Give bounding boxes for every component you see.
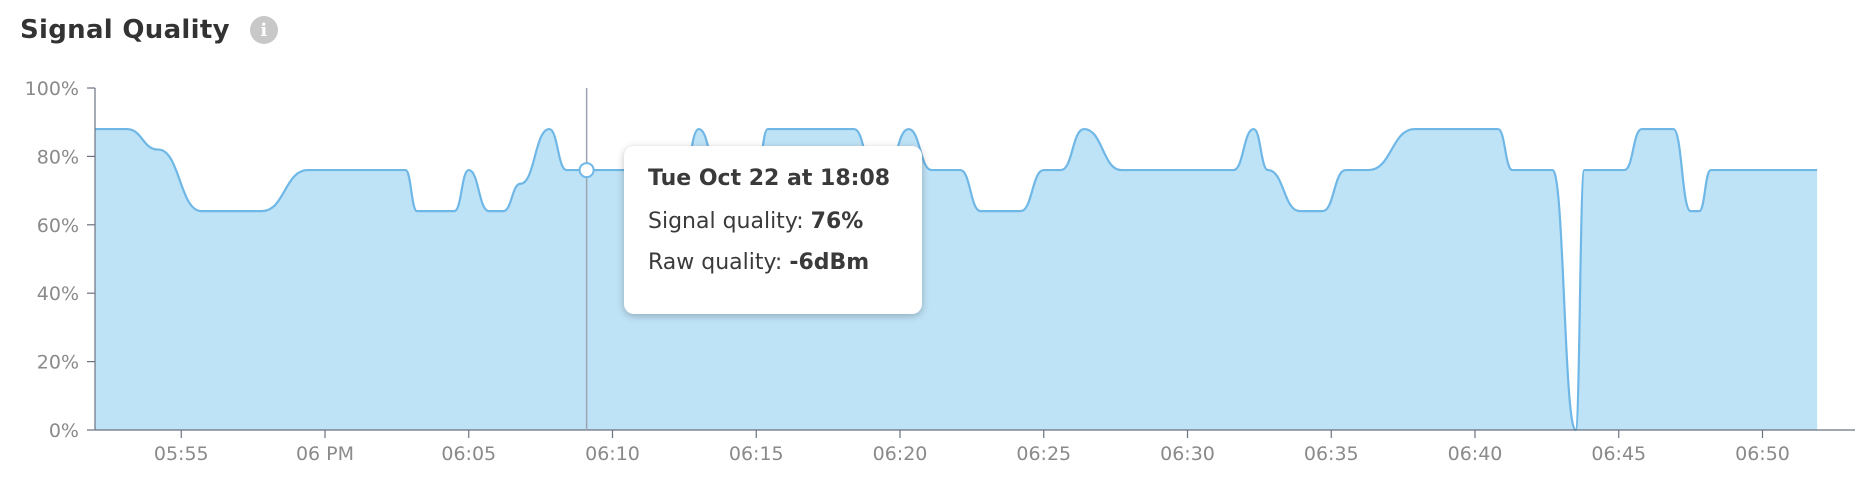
x-tick-label: 06:10	[585, 443, 640, 465]
x-tick-label: 05:55	[154, 443, 209, 465]
x-tick-label: 06:30	[1160, 443, 1215, 465]
tooltip-raw-value: -6dBm	[789, 250, 870, 275]
hover-point	[578, 162, 595, 179]
chart-header: Signal Quality i	[20, 10, 278, 50]
tooltip-signal-value: 76%	[810, 209, 864, 234]
tooltip-raw-label: Raw quality:	[648, 250, 783, 275]
tooltip-signal-label: Signal quality:	[648, 209, 804, 234]
y-tick-label: 60%	[37, 215, 79, 237]
x-tick-label: 06:35	[1304, 443, 1359, 465]
tooltip-title: Tue Oct 22 at 18:08	[648, 166, 891, 191]
x-tick-label: 06:45	[1591, 443, 1646, 465]
page-title: Signal Quality	[20, 15, 230, 45]
x-tick-label: 06:50	[1735, 443, 1790, 465]
x-tick-label: 06:20	[873, 443, 928, 465]
info-icon[interactable]: i	[249, 16, 278, 44]
y-tick-label: 40%	[37, 283, 79, 305]
tooltip-signal-row: Signal quality: 76%	[648, 209, 898, 234]
series-line	[95, 127, 1818, 432]
y-tick-label: 20%	[37, 352, 79, 374]
y-tick-label: 100%	[25, 78, 79, 100]
x-tick-label: 06 PM	[296, 443, 354, 465]
y-tick-label: 0%	[49, 420, 79, 442]
x-tick-label: 06:25	[1016, 443, 1071, 465]
tooltip-raw-row: Raw quality: -6dBm	[648, 250, 898, 275]
series-area	[95, 129, 1818, 431]
y-tick-label: 80%	[37, 146, 79, 168]
x-tick-label: 06:15	[729, 443, 784, 465]
chart-tooltip: Tue Oct 22 at 18:08 Signal quality: 76% …	[624, 146, 922, 314]
x-tick-label: 06:40	[1448, 443, 1503, 465]
x-tick-label: 06:05	[441, 443, 496, 465]
